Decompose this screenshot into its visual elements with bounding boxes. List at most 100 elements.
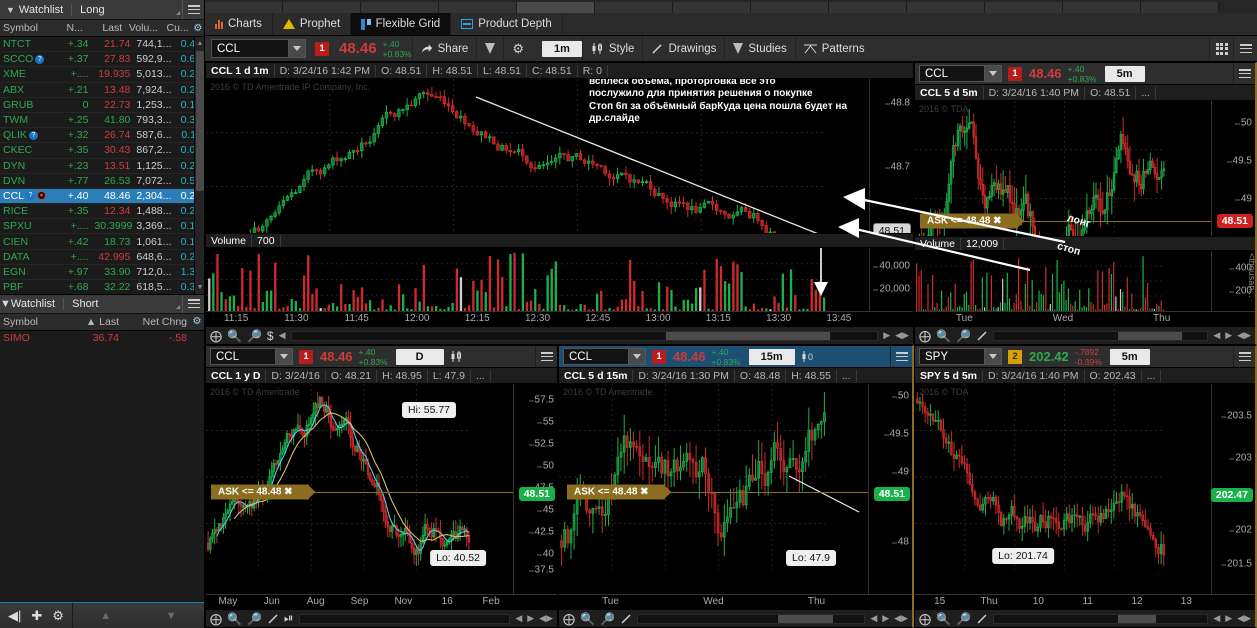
- alert-icon[interactable]: ●: [37, 191, 47, 201]
- cell-symbol[interactable]: XME: [3, 68, 26, 81]
- menu-item-prophet[interactable]: Prophet: [273, 13, 352, 35]
- bl-scroll-track[interactable]: [298, 613, 511, 624]
- zoom-in-icon-tr[interactable]: 🔍: [936, 328, 951, 343]
- top-tab-3[interactable]: [361, 2, 439, 13]
- bl-nav-right[interactable]: ▶: [527, 613, 535, 623]
- top-tab-11[interactable]: [985, 2, 1063, 13]
- bm-symbol-input[interactable]: CCL: [563, 348, 629, 365]
- close-icon-bl[interactable]: ✖: [284, 486, 293, 498]
- table-row[interactable]: TWM +.25 41.80 793,3... 0.39: [0, 113, 204, 129]
- br-scroll-thumb[interactable]: [1117, 614, 1157, 623]
- table-row[interactable]: CIEN +.42 18.73 1,061... 0.19: [0, 234, 204, 250]
- close-icon-bm[interactable]: ✖: [640, 486, 649, 498]
- zoom-out-icon-br[interactable]: 🔎: [955, 611, 971, 626]
- br-symbol-input[interactable]: SPY: [919, 348, 985, 365]
- bm-symbol-dropdown[interactable]: [629, 348, 646, 365]
- main-chart-scroll-track[interactable]: [290, 330, 879, 341]
- tr-nav-right[interactable]: ▶: [1225, 330, 1233, 340]
- bm-style-button[interactable]: 0: [795, 346, 820, 367]
- bm-nav-right[interactable]: ▶: [882, 613, 890, 623]
- column-net[interactable]: N...: [66, 22, 83, 34]
- drawings-button[interactable]: Drawings: [642, 36, 724, 61]
- cell-symbol[interactable]: CKEC: [3, 144, 33, 157]
- table-row[interactable]: XME +.... 19.935 5,013... 0.23: [0, 67, 204, 83]
- crosshair-icon-bm[interactable]: ⨁: [563, 611, 575, 626]
- column-cu[interactable]: Cu...: [166, 22, 189, 34]
- watchlist-scrollbar[interactable]: ▲ ▼: [194, 37, 204, 294]
- crosshair-icon[interactable]: ⨁: [210, 328, 222, 343]
- page-up-icon[interactable]: ▲: [100, 609, 112, 622]
- column-symbol[interactable]: Symbol: [3, 22, 39, 34]
- tr-x-axis[interactable]: Tue Wed Thu: [915, 311, 1255, 326]
- cell-symbol-2[interactable]: SIMO: [3, 332, 30, 344]
- crosshair-icon-tr[interactable]: ⨁: [919, 328, 931, 343]
- table-row[interactable]: SCCO? +.37 27.83 592,9... 0.61: [0, 52, 204, 68]
- br-nav-left[interactable]: ◀: [1213, 613, 1221, 623]
- bl-symbol-dropdown[interactable]: [276, 348, 293, 365]
- top-tab-5-active[interactable]: [517, 2, 595, 13]
- watchlist-short-header[interactable]: ▼ Watchlist Short: [0, 293, 204, 314]
- pencil-icon-bm[interactable]: [620, 613, 632, 625]
- bm-x-axis[interactable]: Tue Wed Thu: [559, 594, 912, 609]
- pencil-icon-bl[interactable]: [267, 613, 279, 625]
- menu-item-charts[interactable]: Charts: [205, 13, 273, 35]
- top-tab-8[interactable]: [751, 2, 829, 13]
- question-icon[interactable]: ?: [28, 130, 38, 140]
- zoom-in-icon-bm[interactable]: 🔍: [580, 611, 595, 626]
- settings-gear-icon[interactable]: ⚙: [52, 607, 64, 623]
- top-tab-10[interactable]: [907, 2, 985, 13]
- br-symbol-dropdown[interactable]: [985, 348, 1002, 365]
- zoom-in-icon-bl[interactable]: 🔍: [227, 611, 242, 626]
- dollar-scale-icon[interactable]: $: [266, 328, 274, 343]
- cell-symbol[interactable]: DYN: [3, 159, 26, 172]
- cell-symbol[interactable]: CIEN: [3, 235, 29, 248]
- scroll-up-arrow[interactable]: ▲: [196, 40, 204, 47]
- tr-volume-plot[interactable]: 400 200 <thousan...: [915, 251, 1257, 311]
- studies-button[interactable]: Studies: [724, 36, 794, 61]
- chevron-down-icon-2[interactable]: ▼: [0, 297, 11, 310]
- tr-menu-button[interactable]: [1233, 63, 1255, 84]
- top-tab-6[interactable]: [595, 2, 673, 13]
- nav-left-arrow[interactable]: ◀: [278, 330, 286, 340]
- tr-symbol-input[interactable]: CCL: [919, 65, 985, 82]
- column-volume[interactable]: Volu...: [128, 22, 159, 34]
- tr-nav-expand[interactable]: ◀▶: [1237, 330, 1251, 340]
- bl-ask-order[interactable]: ASK <= 48.48 ✖: [211, 484, 309, 500]
- watchlist-long-header[interactable]: ▼ Watchlist Long: [0, 0, 204, 20]
- cell-symbol[interactable]: PBF: [3, 281, 24, 294]
- table-row[interactable]: CKEC +.35 30.43 867,2... 0.09: [0, 143, 204, 159]
- top-tab-7[interactable]: [673, 2, 751, 13]
- bl-menu-button[interactable]: [535, 346, 557, 367]
- br-account-badge[interactable]: 2: [1008, 349, 1022, 364]
- chart-settings-button[interactable]: ⚙: [503, 36, 532, 61]
- zoom-out-icon-bm[interactable]: 🔎: [599, 611, 615, 626]
- main-volume-plot[interactable]: 40,000 20,000: [206, 248, 913, 311]
- menu-item-product-depth[interactable]: Product Depth: [451, 13, 563, 35]
- top-tab-4[interactable]: [439, 2, 517, 13]
- cell-symbol[interactable]: DATA: [3, 250, 30, 263]
- share-button[interactable]: Share: [411, 36, 477, 61]
- tr-scroll-track[interactable]: [992, 330, 1209, 341]
- table-row[interactable]: GRUB 0 22.73 1,253... 0.15: [0, 98, 204, 113]
- top-tab-2[interactable]: [283, 2, 361, 13]
- column-netchng-2[interactable]: Net Chng: [142, 315, 187, 328]
- column-symbol-2[interactable]: Symbol: [3, 315, 39, 328]
- tr-account-badge[interactable]: 1: [1008, 66, 1022, 81]
- bm-ask-order[interactable]: ASK <= 48.48 ✖: [567, 484, 665, 500]
- top-tab-12[interactable]: [1063, 2, 1141, 13]
- main-chart-plot[interactable]: 2016 © TD Ameritrade IP Company, Inc. ку…: [206, 79, 913, 233]
- fit-icon-bl[interactable]: ⏯: [283, 611, 294, 625]
- bl-chart-plot[interactable]: 2016 © TD Ameritrade ASK <= 48.48 ✖ Hi: …: [206, 384, 557, 594]
- tr-ask-order[interactable]: ASK <= 48.48 ✖: [920, 213, 1018, 229]
- symbol-input[interactable]: CCL: [211, 39, 289, 58]
- column-last[interactable]: Last: [102, 22, 123, 34]
- top-tab-1[interactable]: [205, 2, 283, 13]
- bl-account-badge[interactable]: 1: [299, 349, 313, 364]
- table-row-short[interactable]: SIMO 36.74 -.58: [0, 331, 204, 346]
- table-row[interactable]: QLIK? +.32 26.74 587,6... 0.11: [0, 128, 204, 144]
- table-row[interactable]: DYN +.23 13.51 1,125... 0.26: [0, 159, 204, 174]
- bm-timeframe[interactable]: 15m: [748, 348, 795, 365]
- table-row[interactable]: RICE +.35 12.34 1,488... 0.28: [0, 204, 204, 220]
- br-nav-right[interactable]: ▶: [1225, 613, 1233, 623]
